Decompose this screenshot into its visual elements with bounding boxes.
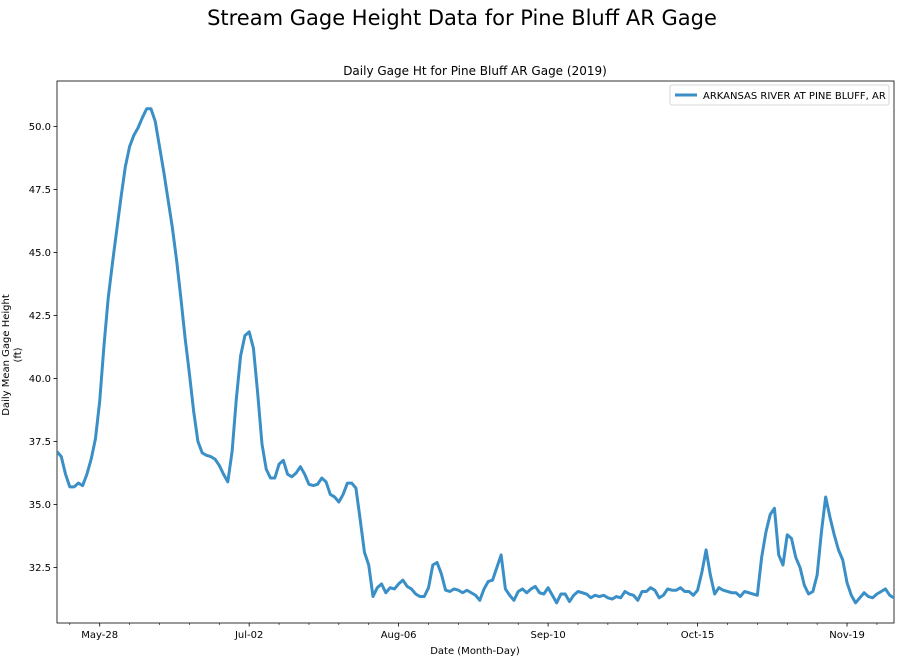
y-tick-label: 42.5 — [29, 311, 51, 322]
plot-area: May-28 Jul-02 Aug-06 Sep-10 Oct-15 Nov-19 32.… — [29, 80, 895, 641]
x-tick-label: Aug-06 — [381, 630, 417, 641]
x-axis-label: Date (Month-Day) — [430, 646, 520, 657]
series-line — [57, 107, 894, 605]
y-tick-label: 45.0 — [29, 248, 51, 259]
chart-title: Daily Gage Ht for Pine Bluff AR Gage (20… — [343, 64, 607, 78]
y-tick-label: 32.5 — [29, 563, 51, 574]
y-tick-label: 35.0 — [29, 500, 51, 511]
axes-frame — [56, 80, 895, 624]
y-tick-label: 37.5 — [29, 437, 51, 448]
x-tick-label: Sep-10 — [531, 630, 566, 641]
y-axis-label-line: (ft) — [13, 347, 24, 362]
y-axis-label-line: Daily Mean Gage Height — [1, 294, 12, 416]
legend-label: ARKANSAS RIVER AT PINE BLUFF, AR — [703, 91, 886, 102]
x-tick-label: Oct-15 — [681, 630, 715, 641]
x-axis: May-28 Jul-02 Aug-06 Sep-10 Oct-15 Nov-19 — [69, 623, 878, 641]
y-tick-label: 50.0 — [29, 122, 51, 133]
legend-box — [669, 84, 890, 106]
legend: ARKANSAS RIVER AT PINE BLUFF, AR — [669, 84, 890, 106]
y-axis-label: Daily Mean Gage Height(ft) — [1, 294, 24, 416]
x-tick-label: Jul-02 — [234, 630, 263, 641]
y-axis: 32.5 35.0 37.5 40.0 42.5 45.0 47.5 50.0 — [29, 122, 57, 574]
figure-suptitle: Stream Gage Height Data for Pine Bluff A… — [207, 6, 717, 30]
series-layer — [57, 107, 894, 605]
x-tick-label: Nov-19 — [829, 630, 865, 641]
y-tick-label: 47.5 — [29, 185, 51, 196]
y-tick-label: 40.0 — [29, 374, 51, 385]
x-tick-label: May-28 — [81, 630, 118, 641]
